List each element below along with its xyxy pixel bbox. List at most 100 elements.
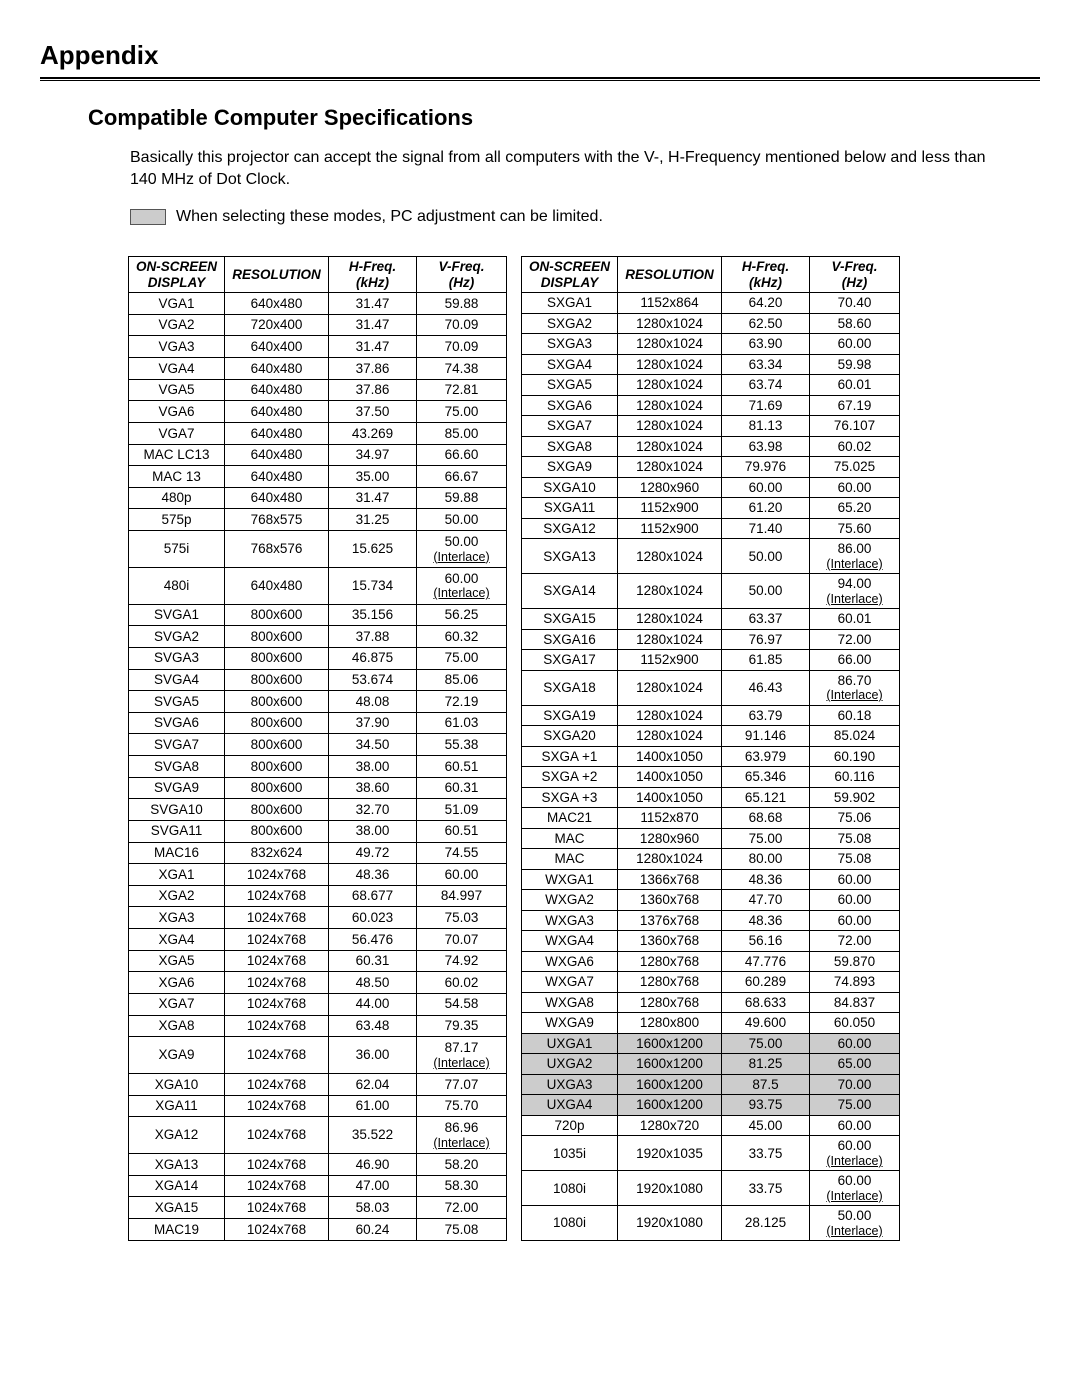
cell-vfreq: 72.81 — [417, 379, 507, 401]
cell-vfreq: 85.00 — [417, 422, 507, 444]
cell-display: SXGA2 — [522, 313, 618, 334]
cell-display: UXGA4 — [522, 1095, 618, 1116]
cell-vfreq: 86.00(Interlace) — [810, 539, 900, 574]
cell-hfreq: 60.289 — [722, 972, 810, 993]
intro-paragraph: Basically this projector can accept the … — [130, 147, 1010, 190]
cell-display: SXGA11 — [522, 498, 618, 519]
cell-resolution: 800x600 — [225, 820, 329, 842]
col-display: ON-SCREENDISPLAY — [129, 257, 225, 293]
cell-vfreq: 75.70 — [417, 1095, 507, 1117]
cell-resolution: 1024x768 — [225, 907, 329, 929]
cell-vfreq: 79.35 — [417, 1015, 507, 1037]
table-row: SVGA7800x60034.5055.38 — [129, 734, 507, 756]
cell-vfreq: 84.997 — [417, 885, 507, 907]
cell-hfreq: 33.75 — [722, 1171, 810, 1206]
table-row: XGA71024x76844.0054.58 — [129, 993, 507, 1015]
cell-display: XGA15 — [129, 1197, 225, 1219]
cell-display: XGA7 — [129, 993, 225, 1015]
cell-hfreq: 33.75 — [722, 1136, 810, 1171]
cell-hfreq: 79.976 — [722, 457, 810, 478]
cell-vfreq: 50.00 — [417, 509, 507, 531]
table-row: 575p768x57531.2550.00 — [129, 509, 507, 531]
cell-hfreq: 75.00 — [722, 828, 810, 849]
cell-hfreq: 15.734 — [329, 567, 417, 604]
cell-hfreq: 63.979 — [722, 746, 810, 767]
cell-display: XGA12 — [129, 1117, 225, 1154]
spec-table-left: ON-SCREENDISPLAYRESOLUTIONH-Freq.(kHz)V-… — [128, 256, 507, 1241]
cell-vfreq: 74.55 — [417, 842, 507, 864]
cell-resolution: 1152x864 — [618, 293, 722, 314]
cell-resolution: 1280x768 — [618, 951, 722, 972]
cell-display: WXGA1 — [522, 869, 618, 890]
table-row: 1035i1920x103533.7560.00(Interlace) — [522, 1136, 900, 1171]
cell-resolution: 1280x960 — [618, 477, 722, 498]
cell-vfreq: 59.88 — [417, 293, 507, 315]
cell-hfreq: 31.47 — [329, 487, 417, 509]
cell-vfreq: 75.08 — [417, 1218, 507, 1240]
cell-display: SVGA1 — [129, 604, 225, 626]
table-row: XGA151024x76858.0372.00 — [129, 1197, 507, 1219]
cell-resolution: 1600x1200 — [618, 1054, 722, 1075]
cell-hfreq: 37.90 — [329, 712, 417, 734]
cell-hfreq: 15.625 — [329, 531, 417, 568]
cell-hfreq: 63.90 — [722, 334, 810, 355]
cell-resolution: 1280x1024 — [618, 539, 722, 574]
cell-display: SXGA17 — [522, 650, 618, 671]
cell-hfreq: 47.776 — [722, 951, 810, 972]
table-row: SXGA +31400x105065.12159.902 — [522, 787, 900, 808]
cell-resolution: 1600x1200 — [618, 1074, 722, 1095]
cell-display: UXGA1 — [522, 1033, 618, 1054]
cell-display: UXGA2 — [522, 1054, 618, 1075]
cell-resolution: 768x576 — [225, 531, 329, 568]
cell-display: SXGA +1 — [522, 746, 618, 767]
cell-vfreq: 75.60 — [810, 518, 900, 539]
cell-resolution: 720x400 — [225, 314, 329, 336]
table-row: SVGA2800x60037.8860.32 — [129, 626, 507, 648]
cell-hfreq: 38.00 — [329, 820, 417, 842]
table-row: SXGA51280x102463.7460.01 — [522, 375, 900, 396]
cell-vfreq: 74.92 — [417, 950, 507, 972]
cell-display: 1080i — [522, 1206, 618, 1241]
cell-display: VGA7 — [129, 422, 225, 444]
cell-resolution: 1024x768 — [225, 1175, 329, 1197]
cell-vfreq: 66.60 — [417, 444, 507, 466]
col-h: H-Freq.(kHz) — [329, 257, 417, 293]
cell-hfreq: 75.00 — [722, 1033, 810, 1054]
table-row: SXGA31280x102463.9060.00 — [522, 334, 900, 355]
table-row: SXGA121152x90071.4075.60 — [522, 518, 900, 539]
appendix-title: Appendix — [40, 40, 1040, 71]
cell-display: SXGA13 — [522, 539, 618, 574]
cell-hfreq: 63.34 — [722, 354, 810, 375]
cell-resolution: 1280x1024 — [618, 375, 722, 396]
table-head: ON-SCREENDISPLAYRESOLUTIONH-Freq.(kHz)V-… — [522, 257, 900, 293]
cell-display: 480i — [129, 567, 225, 604]
table-row: XGA81024x76863.4879.35 — [129, 1015, 507, 1037]
cell-vfreq: 60.32 — [417, 626, 507, 648]
cell-vfreq: 51.09 — [417, 799, 507, 821]
cell-resolution: 640x480 — [225, 567, 329, 604]
cell-vfreq: 65.20 — [810, 498, 900, 519]
cell-display: MAC16 — [129, 842, 225, 864]
cell-vfreq: 56.25 — [417, 604, 507, 626]
cell-hfreq: 56.16 — [722, 931, 810, 952]
cell-resolution: 1024x768 — [225, 1218, 329, 1240]
cell-display: MAC — [522, 849, 618, 870]
cell-hfreq: 87.5 — [722, 1074, 810, 1095]
cell-vfreq: 87.17(Interlace) — [417, 1037, 507, 1074]
table-row: MAC191024x76860.2475.08 — [129, 1218, 507, 1240]
cell-display: VGA6 — [129, 401, 225, 423]
cell-vfreq: 72.19 — [417, 691, 507, 713]
cell-display: SXGA15 — [522, 609, 618, 630]
cell-hfreq: 63.98 — [722, 436, 810, 457]
cell-display: SXGA16 — [522, 629, 618, 650]
cell-display: WXGA7 — [522, 972, 618, 993]
cell-display: SXGA1 — [522, 293, 618, 314]
table-row: WXGA81280x76868.63384.837 — [522, 992, 900, 1013]
cell-vfreq: 85.06 — [417, 669, 507, 691]
table-row: SVGA10800x60032.7051.09 — [129, 799, 507, 821]
table-row: SXGA71280x102481.1376.107 — [522, 416, 900, 437]
cell-hfreq: 65.346 — [722, 767, 810, 788]
cell-vfreq: 55.38 — [417, 734, 507, 756]
cell-resolution: 1024x768 — [225, 1037, 329, 1074]
legend-swatch — [130, 209, 166, 225]
